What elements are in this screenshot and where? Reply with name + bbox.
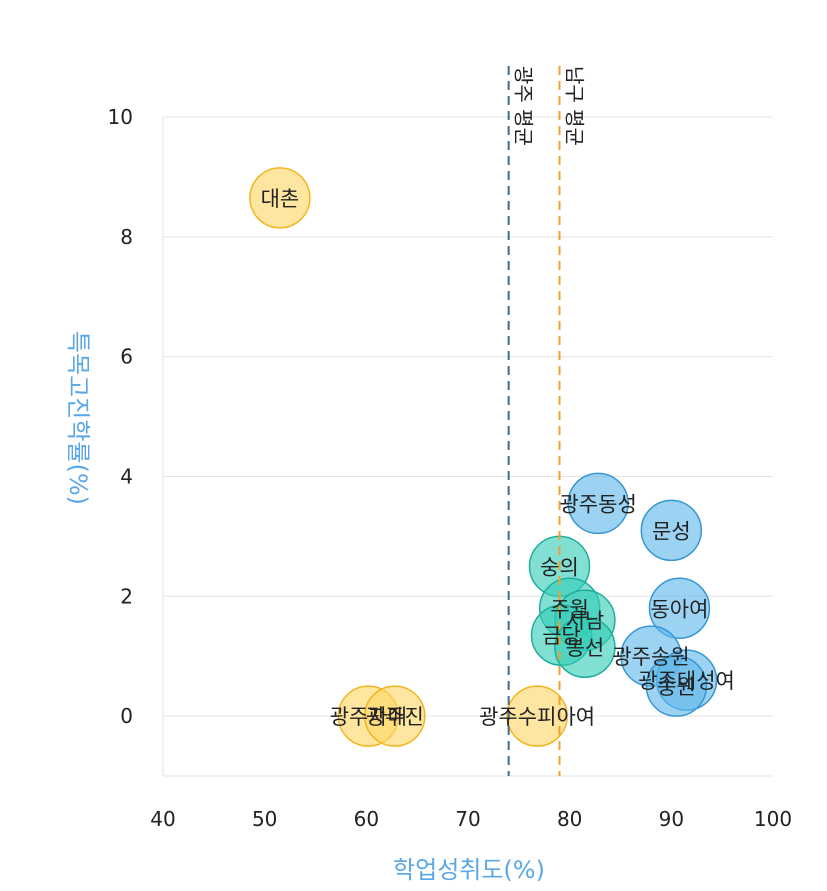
bubble-label: 서남 (566, 609, 605, 633)
reference-line-label: 광주 평균 (512, 66, 536, 146)
bubble-point (506, 685, 568, 747)
bubble-label: 대촌 (261, 187, 300, 211)
bubble-point (645, 655, 708, 717)
x-tick-label: 90 (659, 807, 684, 831)
y-tick-label: 10 (108, 105, 133, 129)
x-axis-title: 학업성취도(%) (393, 856, 545, 884)
x-axis-ticks: 40 50 60 70 80 90 100 (150, 807, 792, 831)
bubble-label: 광주대성여 (638, 669, 735, 693)
bubble-label: 동아여 (650, 597, 708, 621)
y-tick-label: 0 (120, 704, 133, 728)
reference-line-label: 남구 평균 (563, 66, 587, 146)
bubble-label: 광주자매 (330, 705, 407, 729)
x-tick-label: 50 (252, 807, 277, 831)
bubble-label: 봉선 (566, 636, 605, 660)
x-tick-label: 70 (455, 807, 480, 831)
bubble-label: 광주수피아여 (479, 705, 595, 729)
bubble-label: 금당 (542, 624, 581, 648)
reference-lines: 광주 평균 남구 평균 (507, 66, 587, 776)
bubble-point (249, 167, 311, 229)
grid (162, 116, 773, 777)
y-axis-ticks: 0 2 4 6 8 10 (108, 105, 133, 728)
bubble-label: 송원 (657, 675, 696, 699)
bubble-point (567, 472, 629, 535)
x-tick-label: 60 (354, 807, 379, 831)
bubble-label: 광주송원 (612, 645, 689, 669)
x-tick-label: 100 (754, 807, 792, 831)
bubble-label: 문성 (652, 519, 691, 543)
bubble-label: 주월 (550, 597, 589, 621)
y-tick-label: 4 (120, 464, 133, 488)
bubble-label: 광주진 (366, 705, 424, 729)
y-tick-label: 8 (120, 225, 133, 249)
y-axis-title: 특목고진학률(%) (64, 331, 92, 505)
x-tick-label: 80 (557, 807, 582, 831)
bubble-point (640, 499, 703, 562)
x-tick-label: 40 (150, 807, 175, 831)
bubble-label: 숭의 (540, 555, 579, 579)
y-tick-label: 2 (120, 584, 133, 608)
bubble-point (648, 577, 711, 640)
bubble-point (364, 685, 426, 747)
y-tick-label: 6 (120, 345, 133, 369)
bubble-point (554, 616, 616, 678)
bubble-label: 광주동성 (559, 492, 636, 516)
